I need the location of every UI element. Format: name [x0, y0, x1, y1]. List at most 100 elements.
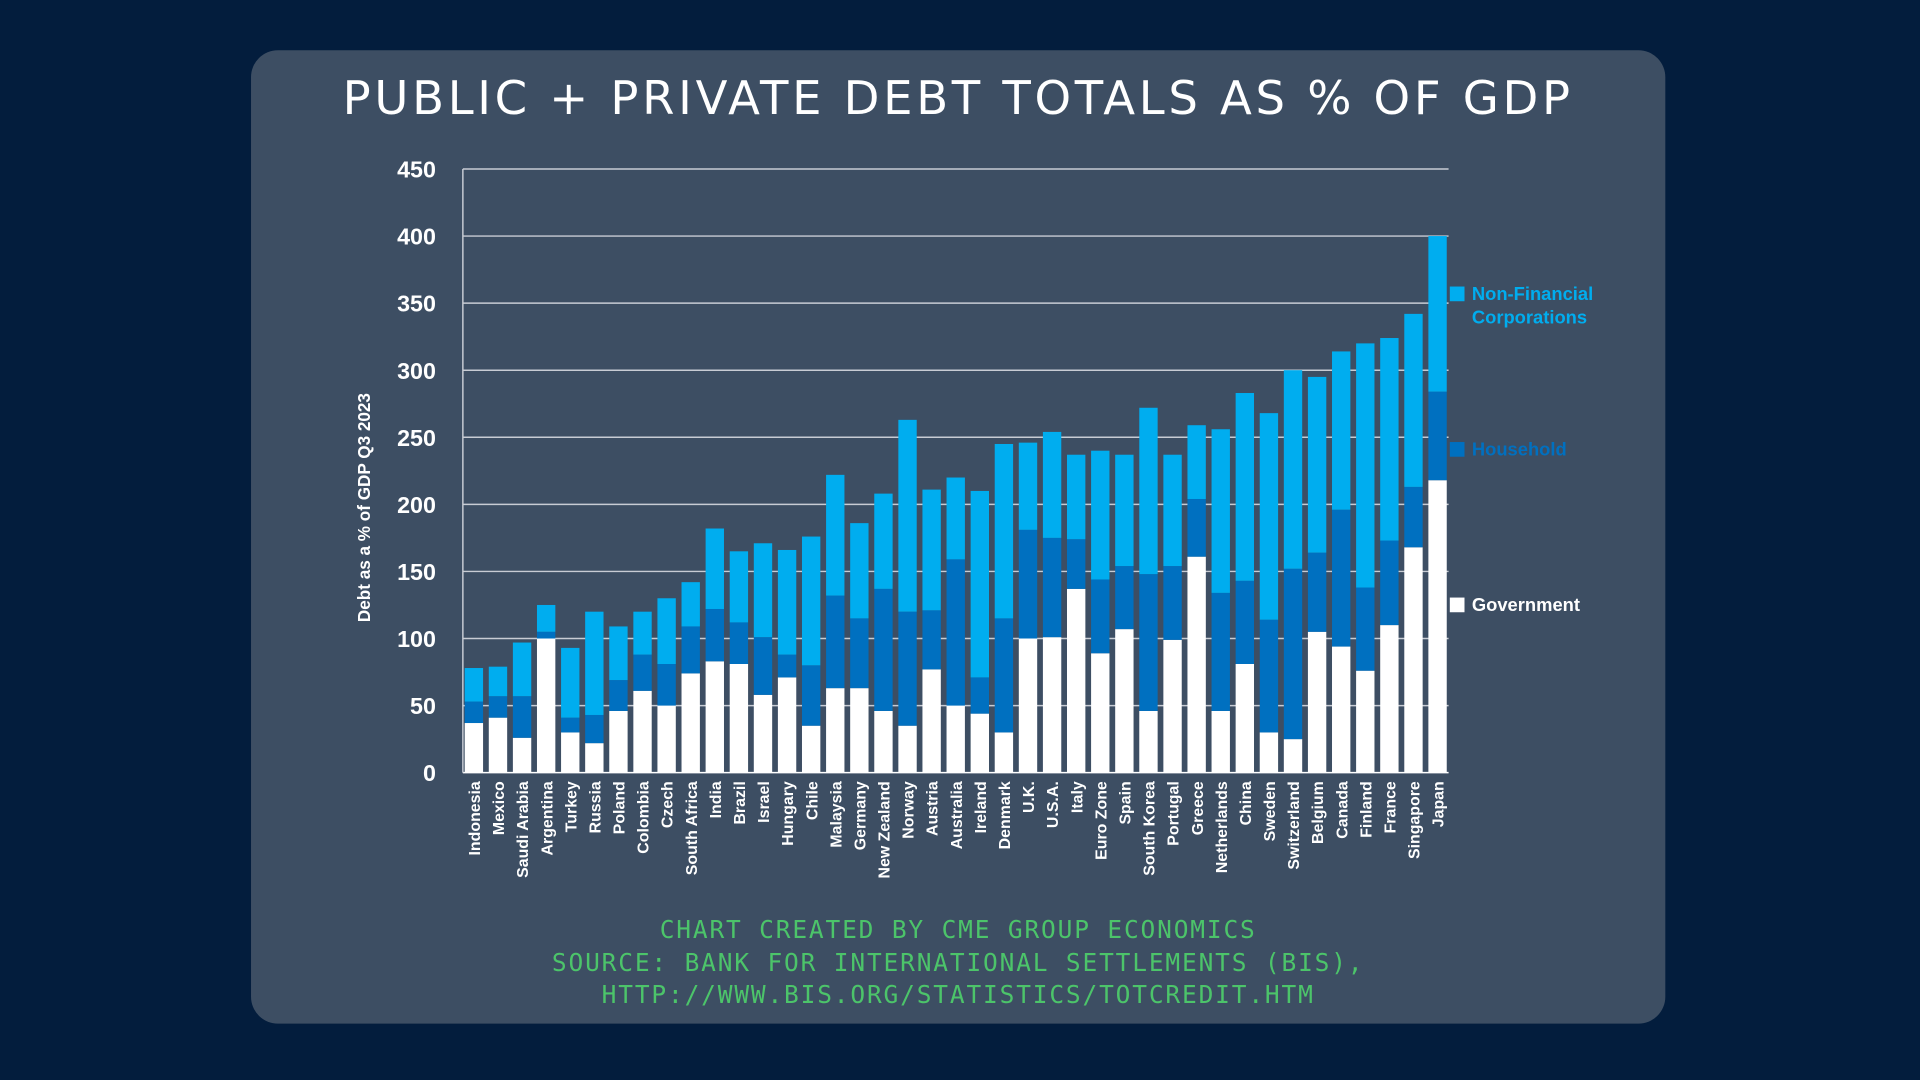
legend-swatch-household — [1449, 442, 1465, 457]
bar-household — [633, 654, 652, 691]
bar-household — [1356, 587, 1375, 671]
bar-non-financial-corporations — [801, 536, 821, 666]
bar-household — [777, 654, 797, 678]
bar-household — [464, 701, 484, 724]
bar-government — [1042, 637, 1062, 773]
x-tick-label: South Korea — [1142, 781, 1159, 876]
bar-government — [898, 725, 917, 773]
bar-government — [1139, 710, 1158, 773]
bar-non-financial-corporations — [464, 668, 484, 702]
x-tick-label: U.S.A. — [1045, 781, 1062, 828]
bar-non-financial-corporations — [729, 551, 749, 623]
x-tick-label: Japan — [1431, 781, 1448, 827]
bar-household — [1235, 580, 1255, 664]
bar-government — [1332, 646, 1351, 773]
bar-government — [1259, 732, 1279, 773]
x-tick-label: Argentina — [539, 781, 556, 855]
bar-government — [1428, 480, 1447, 773]
bar-non-financial-corporations — [1332, 351, 1351, 510]
footer-line-3: HTTP://WWW.BIS.ORG/STATISTICS/TOTCREDIT.… — [601, 979, 1315, 1009]
bar-household — [1091, 579, 1110, 654]
bar-government — [657, 705, 676, 773]
bar-non-financial-corporations — [946, 477, 965, 560]
legend-swatch-government — [1449, 597, 1465, 613]
bar-household — [874, 588, 893, 711]
x-tick-label: Mexico — [491, 781, 508, 835]
bar-government — [850, 688, 869, 773]
bar-household — [994, 618, 1014, 733]
bar-government — [1115, 629, 1134, 773]
bar-non-financial-corporations — [1139, 407, 1158, 575]
bar-government — [801, 725, 821, 773]
bar-household — [1066, 539, 1086, 589]
bar-government — [1211, 710, 1230, 773]
bar-non-financial-corporations — [1115, 454, 1134, 567]
bar-non-financial-corporations — [681, 582, 700, 627]
x-tick-label: Russia — [587, 781, 604, 833]
bar-government — [1066, 588, 1086, 773]
bar-government — [561, 732, 580, 773]
x-tick-label: Norway — [901, 781, 918, 839]
x-tick-label: Turkey — [563, 781, 580, 832]
bar-household — [922, 610, 941, 670]
bar-non-financial-corporations — [1187, 425, 1206, 499]
bar-household — [1283, 568, 1303, 740]
y-tick-label: 300 — [397, 358, 436, 384]
footer-line-2: SOURCE: BANK FOR INTERNATIONAL SETTLEMEN… — [551, 947, 1365, 977]
bar-non-financial-corporations — [1091, 450, 1110, 580]
y-tick-label: 150 — [397, 559, 436, 585]
bar-government — [1091, 653, 1110, 773]
bar-household — [1332, 509, 1351, 647]
bar-non-financial-corporations — [1307, 376, 1327, 553]
bar-household — [850, 618, 869, 689]
bar-household — [1259, 619, 1279, 733]
bar-non-financial-corporations — [922, 489, 941, 611]
x-tick-label: Denmark — [997, 781, 1014, 849]
bar-government — [1163, 639, 1182, 773]
bar-government — [922, 669, 941, 773]
x-tick-label: China — [1238, 781, 1255, 825]
bar-government — [1356, 670, 1375, 773]
bar-household — [1042, 537, 1062, 638]
legend-swatch-nfc — [1449, 286, 1465, 302]
bar-non-financial-corporations — [633, 611, 652, 655]
bar-household — [1211, 592, 1230, 711]
bar-non-financial-corporations — [512, 642, 532, 697]
x-tick-label: Italy — [1069, 781, 1086, 813]
x-tick-label: Finland — [1358, 781, 1375, 838]
x-tick-label: South Africa — [684, 781, 701, 875]
bar-government — [777, 677, 797, 773]
bar-non-financial-corporations — [1211, 429, 1230, 593]
x-tick-label: Chile — [804, 781, 821, 820]
bar-government — [464, 723, 484, 773]
x-tick-label: Sweden — [1262, 781, 1279, 841]
bar-household — [1115, 566, 1134, 630]
bar-government — [512, 737, 532, 773]
x-tick-label: Netherlands — [1214, 781, 1231, 873]
x-tick-label: New Zealand — [877, 781, 894, 878]
bar-household — [488, 696, 508, 718]
bar-non-financial-corporations — [585, 611, 604, 715]
bar-non-financial-corporations — [1356, 343, 1375, 588]
bar-government — [1235, 663, 1255, 773]
bar-household — [585, 714, 604, 744]
x-tick-label: Belgium — [1310, 781, 1327, 844]
bar-household — [729, 622, 749, 664]
bar-government — [585, 743, 604, 773]
x-tick-label: Australia — [949, 781, 966, 849]
bar-government — [1283, 739, 1303, 773]
bar-non-financial-corporations — [536, 604, 556, 632]
bar-household — [1163, 566, 1182, 640]
x-tick-label: Malaysia — [828, 781, 845, 847]
x-tick-label: Hungary — [780, 781, 797, 846]
x-tick-label: Austria — [925, 781, 942, 836]
chart-footer: CHART CREATED BY CME GROUP ECONOMICS SOU… — [251, 913, 1665, 1010]
bar-non-financial-corporations — [1283, 370, 1303, 569]
bar-household — [898, 611, 917, 726]
bar-government — [1404, 547, 1423, 773]
legend-label-government: Government — [1472, 594, 1580, 615]
bar-non-financial-corporations — [826, 474, 845, 596]
bar-household — [536, 631, 556, 639]
